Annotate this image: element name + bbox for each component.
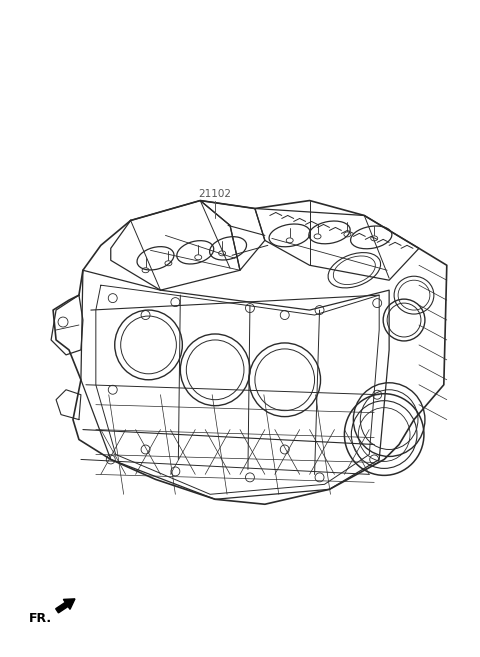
Text: FR.: FR. — [29, 612, 52, 625]
FancyArrow shape — [56, 599, 75, 613]
Text: 21102: 21102 — [199, 189, 232, 198]
